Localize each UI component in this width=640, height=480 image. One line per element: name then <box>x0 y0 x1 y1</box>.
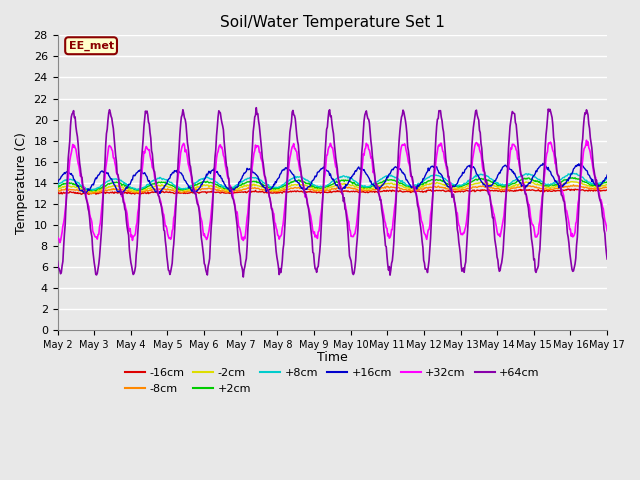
Title: Soil/Water Temperature Set 1: Soil/Water Temperature Set 1 <box>220 15 445 30</box>
Y-axis label: Temperature (C): Temperature (C) <box>15 132 28 234</box>
Text: EE_met: EE_met <box>68 41 114 51</box>
X-axis label: Time: Time <box>317 351 348 364</box>
Legend: -16cm, -8cm, -2cm, +2cm, +8cm, +16cm, +32cm, +64cm: -16cm, -8cm, -2cm, +2cm, +8cm, +16cm, +3… <box>120 364 544 398</box>
